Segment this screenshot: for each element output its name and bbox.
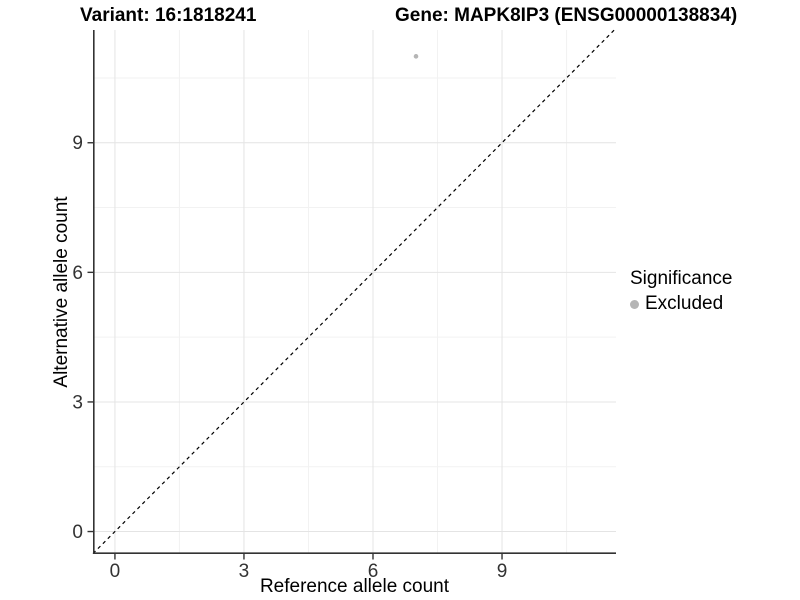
legend-item-label: Excluded — [645, 293, 724, 314]
x-tick-label: 0 — [110, 561, 121, 582]
data-point — [413, 54, 419, 59]
plot-panel: 0 3 6 9 0 3 6 9 — [72, 29, 616, 582]
x-tick-label: 3 — [239, 561, 250, 582]
x-tick-label: 9 — [497, 561, 508, 582]
y-tick-label: 3 — [72, 392, 83, 413]
y-tick-label: 6 — [72, 263, 83, 284]
plot-title-gene: Gene: MAPK8IP3 (ENSG00000138834) — [395, 5, 738, 26]
x-tick-label: 6 — [368, 561, 379, 582]
plot-title-variant: Variant: 16:1818241 — [80, 5, 257, 26]
legend: Significance Excluded — [630, 268, 732, 315]
y-tick-label: 9 — [72, 133, 83, 154]
legend-title: Significance — [630, 268, 733, 289]
identity-line — [92, 29, 615, 554]
legend-item-excluded: Excluded — [630, 293, 732, 315]
plot-canvas: 0 3 6 9 0 3 6 9 — [72, 29, 616, 582]
legend-point-icon — [630, 299, 639, 309]
y-tick-label: 0 — [72, 522, 83, 543]
x-axis-title: Reference allele count — [259, 576, 450, 597]
y-axis-title: Alternative allele count — [51, 196, 72, 388]
